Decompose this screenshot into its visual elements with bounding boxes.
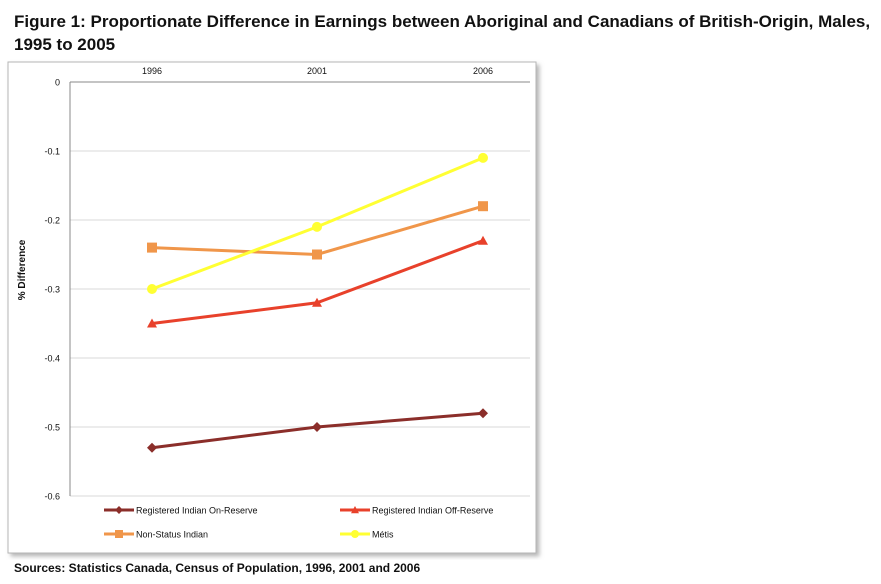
y-tick-labels: 0 -0.1 -0.2 -0.3 -0.4 -0.5 -0.6 [44, 78, 60, 502]
data-point [351, 506, 359, 514]
data-point [115, 506, 123, 514]
x-tick-label: 2001 [307, 66, 327, 76]
legend-label: Registered Indian On-Reserve [136, 506, 258, 516]
figure-title: Figure 1: Proportionate Difference in Ea… [14, 12, 871, 54]
data-point [147, 442, 157, 453]
data-point [478, 408, 488, 419]
legend: Registered Indian On-Reserve Registered I… [104, 506, 493, 540]
y-tick-label: -0.4 [44, 354, 60, 364]
legend-item: Registered Indian Off-Reserve [340, 506, 493, 516]
data-point [312, 221, 322, 232]
data-point [312, 422, 322, 432]
data-point [147, 284, 157, 294]
series-3 [147, 152, 488, 294]
legend-item: Registered Indian On-Reserve [104, 506, 258, 516]
y-tick-label: -0.1 [44, 147, 60, 157]
data-point [147, 242, 157, 253]
data-point [478, 235, 488, 245]
y-tick-label: -0.6 [44, 492, 60, 502]
chart: 0 -0.1 -0.2 -0.3 -0.4 -0.5 -0.6 1996 2001 2006 %… [7, 61, 537, 554]
data-point [312, 249, 322, 260]
legend-label: Métis [372, 530, 394, 540]
y-tick-label: -0.2 [44, 216, 60, 226]
y-axis-label: % Difference [17, 239, 28, 300]
data-point [478, 201, 488, 212]
legend-label: Registered Indian Off-Reserve [372, 506, 493, 516]
series [147, 152, 488, 453]
y-tick-label: -0.5 [44, 423, 60, 433]
y-tick-label: -0.3 [44, 285, 60, 295]
data-point [115, 530, 123, 538]
x-tick-label: 2006 [473, 66, 493, 76]
gridlines [70, 150, 530, 497]
data-point [312, 297, 322, 307]
legend-item: Métis [340, 530, 394, 540]
legend-label: Non-Status Indian [136, 530, 208, 540]
series-0 [147, 408, 488, 453]
series-1 [147, 235, 488, 328]
legend-item: Non-Status Indian [104, 530, 208, 540]
data-point [478, 152, 488, 163]
data-point [147, 318, 157, 328]
series-2 [147, 201, 488, 260]
y-tick-label: 0 [55, 78, 60, 88]
data-point [351, 530, 359, 538]
source-note: Sources: Statistics Canada, Census of Po… [14, 561, 421, 575]
x-tick-labels: 1996 2001 2006 [142, 66, 493, 76]
x-tick-label: 1996 [142, 66, 162, 76]
